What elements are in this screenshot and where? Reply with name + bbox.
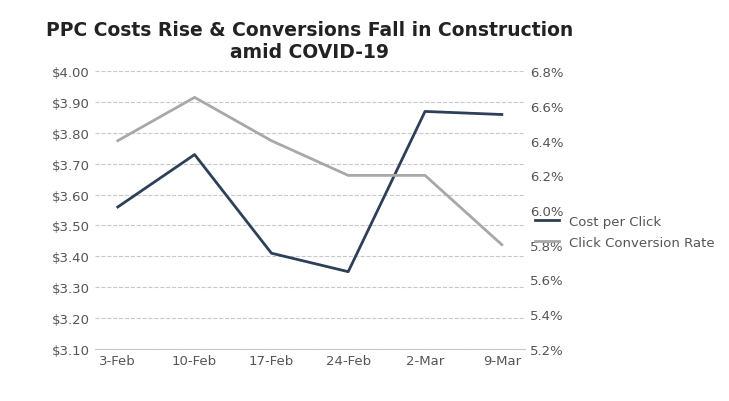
Click Conversion Rate (190, 96, 199, 101)
Cost per Click (497, 113, 506, 117)
Line: Click Conversion Rate: Click Conversion Rate (118, 98, 502, 245)
Cost per Click (421, 110, 429, 115)
Cost per Click (114, 205, 122, 210)
Click Conversion Rate (344, 174, 353, 178)
Title: PPC Costs Rise & Conversions Fall in Construction
amid COVID-19: PPC Costs Rise & Conversions Fall in Con… (46, 21, 574, 62)
Line: Cost per Click: Cost per Click (118, 112, 502, 272)
Cost per Click (267, 251, 276, 256)
Cost per Click (190, 153, 199, 158)
Legend: Cost per Click, Click Conversion Rate: Cost per Click, Click Conversion Rate (535, 216, 715, 249)
Click Conversion Rate (114, 139, 122, 144)
Click Conversion Rate (497, 243, 506, 247)
Click Conversion Rate (421, 174, 429, 178)
Click Conversion Rate (267, 139, 276, 144)
Cost per Click (344, 269, 353, 274)
